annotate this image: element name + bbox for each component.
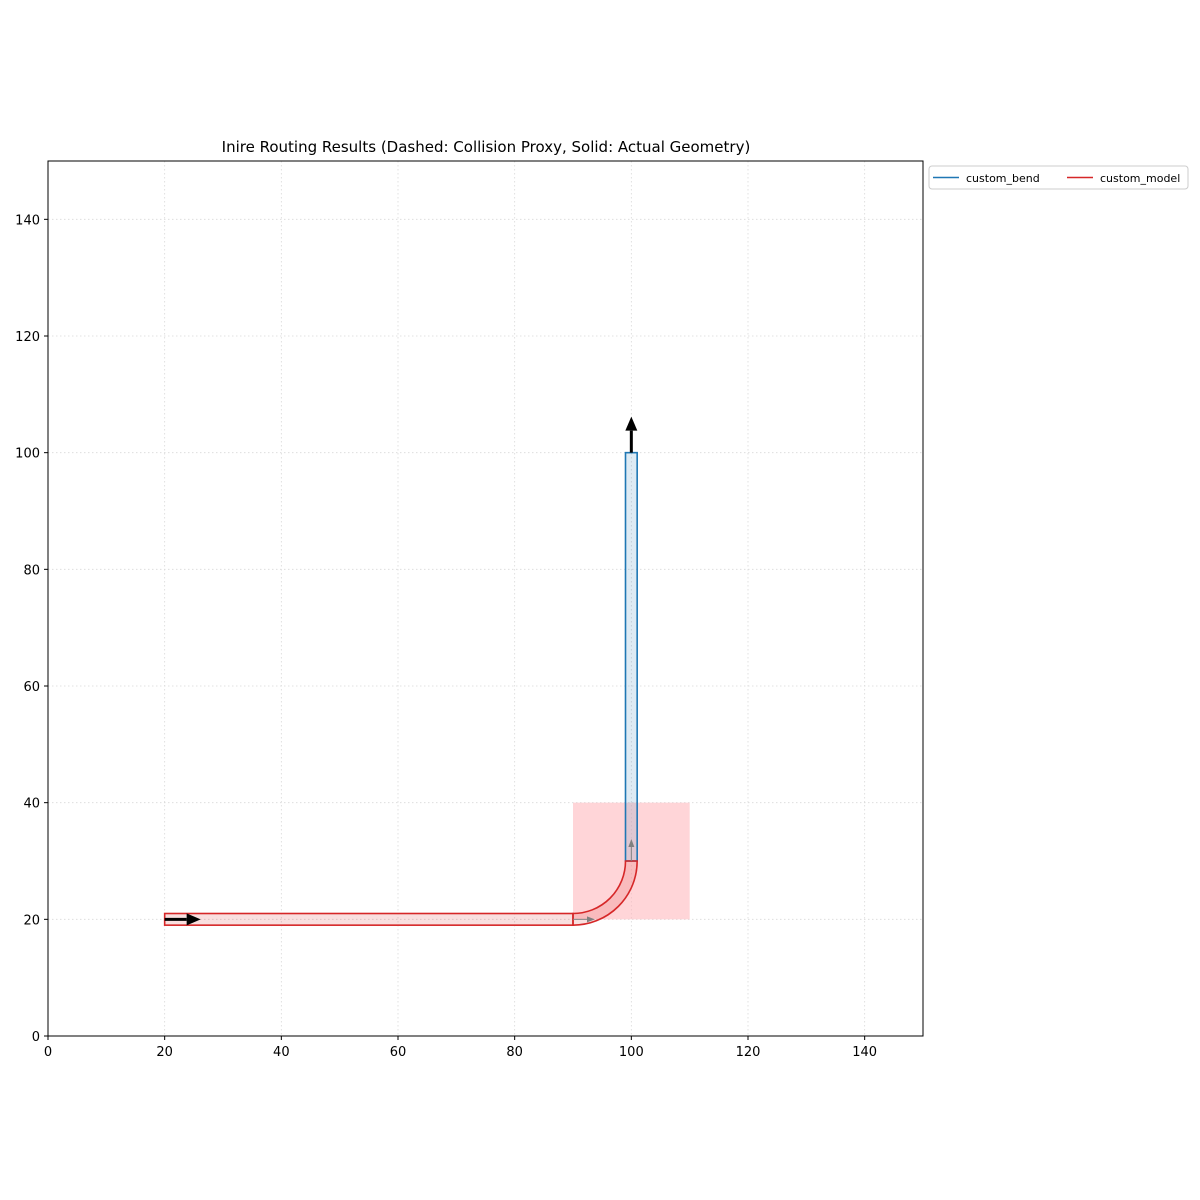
legend: custom_bend custom_model — [928, 165, 1189, 190]
y-tick-label: 20 — [23, 913, 40, 928]
port-arrow — [164, 913, 201, 926]
y-tick-label: 100 — [15, 447, 40, 462]
waveguide-segment — [624, 451, 638, 862]
legend-label: custom_model — [1100, 172, 1180, 185]
x-tick-label: 0 — [44, 1045, 52, 1060]
x-tick-label: 120 — [736, 1045, 761, 1060]
arrow-head — [628, 839, 635, 847]
port-arrow — [625, 416, 638, 453]
y-tick-label: 0 — [32, 1030, 40, 1045]
y-tick-label: 120 — [15, 330, 40, 345]
x-tick-label: 100 — [619, 1045, 644, 1060]
plot-area — [163, 416, 690, 926]
waveguide-segment — [163, 912, 574, 926]
arrow-head — [625, 416, 638, 431]
waveguide-bend — [572, 860, 638, 926]
arrow-head — [186, 913, 201, 926]
y-tick-label: 40 — [23, 797, 40, 812]
chart-title: Inire Routing Results (Dashed: Collision… — [222, 138, 751, 156]
x-tick-label: 40 — [273, 1045, 290, 1060]
y-tick-label: 140 — [15, 213, 40, 228]
port-arrow — [573, 916, 595, 923]
x-tick-label: 20 — [156, 1045, 173, 1060]
arrow-head — [587, 916, 595, 923]
axes: 0 20 40 60 80 100 120 140 0 20 40 60 80 100 120 140 — [15, 213, 877, 1060]
y-tick-label: 80 — [23, 563, 40, 578]
x-tick-label: 80 — [506, 1045, 523, 1060]
port-arrow — [628, 839, 635, 861]
legend-box — [928, 165, 1189, 190]
y-tick-label: 60 — [23, 680, 40, 695]
grid — [47, 161, 923, 1037]
legend-label: custom_bend — [966, 172, 1040, 185]
axes-frame — [47, 160, 924, 1037]
x-tick-label: 140 — [852, 1045, 877, 1060]
x-tick-label: 60 — [390, 1045, 407, 1060]
